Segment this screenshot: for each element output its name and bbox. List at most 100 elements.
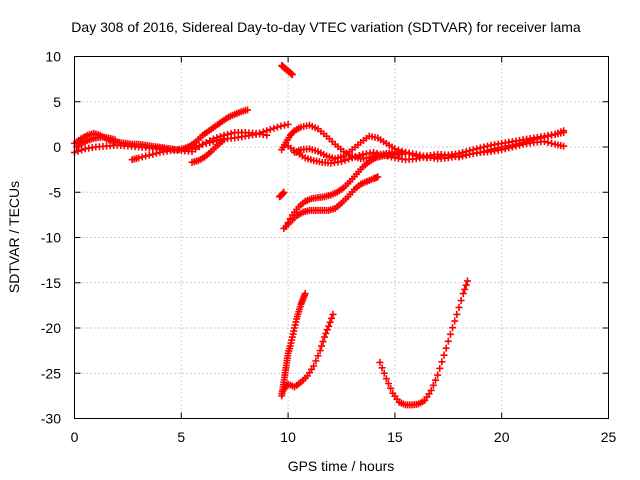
data-point <box>192 143 200 151</box>
data-point <box>374 173 382 181</box>
data-point <box>227 129 235 137</box>
data-point <box>341 156 349 164</box>
y-tick-label: -25 <box>41 365 61 381</box>
data-point <box>540 138 548 146</box>
y-tick-label: -30 <box>41 411 61 427</box>
data-point <box>216 132 224 140</box>
data-point <box>314 352 322 360</box>
data-point <box>326 318 334 326</box>
x-axis-label: GPS time / hours <box>288 458 395 474</box>
data-point <box>560 142 568 150</box>
data-point <box>152 149 160 157</box>
data-point <box>457 297 465 305</box>
x-tick-label: 5 <box>177 429 185 445</box>
data-point <box>284 120 292 128</box>
data-point <box>462 281 470 289</box>
data-point <box>273 123 281 131</box>
data-point <box>512 142 520 150</box>
data-point <box>453 310 461 318</box>
data-point <box>280 188 288 196</box>
data-point <box>202 138 210 146</box>
data-point <box>442 344 450 352</box>
data-point <box>329 310 337 318</box>
data-point <box>325 322 333 330</box>
series-arc-13 <box>278 290 309 400</box>
data-point <box>438 358 446 366</box>
series-arc-3 <box>128 129 271 164</box>
data-point <box>431 376 439 384</box>
data-point <box>220 136 228 144</box>
data-point <box>455 303 463 311</box>
series-arc-4 <box>188 136 228 166</box>
y-tick-label: 0 <box>53 139 61 155</box>
data-point <box>348 154 356 162</box>
data-point <box>370 148 378 156</box>
data-series <box>71 62 568 409</box>
data-point <box>319 338 327 346</box>
data-point <box>288 71 296 79</box>
data-point <box>289 128 297 136</box>
data-point <box>459 290 467 298</box>
data-point <box>382 375 390 383</box>
data-point <box>498 146 506 154</box>
series-arc-8 <box>284 138 568 167</box>
data-point <box>323 326 331 334</box>
data-point <box>188 145 196 153</box>
series-arc-10 <box>280 173 382 232</box>
data-point <box>345 155 353 163</box>
data-point <box>440 351 448 359</box>
data-point <box>419 153 427 161</box>
data-point <box>355 151 363 159</box>
data-point <box>263 131 271 139</box>
data-point <box>464 277 472 285</box>
series-arc-12 <box>278 62 296 79</box>
data-point <box>451 317 459 325</box>
data-point <box>338 157 345 165</box>
data-point <box>387 384 395 392</box>
data-point <box>199 140 207 148</box>
data-point <box>455 153 463 161</box>
data-point <box>459 152 467 160</box>
data-point <box>224 130 232 138</box>
tick-labels: 0 5 10 15 20 25 -30 -25 -20 -15 -10 -5 0 5 10 <box>41 49 617 446</box>
data-point <box>501 145 509 153</box>
data-point <box>384 380 392 388</box>
data-point <box>436 364 444 372</box>
x-tick-label: 15 <box>387 429 403 445</box>
x-tick-label: 25 <box>601 429 617 445</box>
data-point <box>270 124 278 132</box>
data-point <box>516 141 523 149</box>
series-arc-15 <box>376 277 472 409</box>
data-point <box>277 122 285 130</box>
data-point <box>244 106 252 114</box>
data-point <box>111 136 119 144</box>
data-point <box>397 150 405 158</box>
data-point <box>301 290 309 298</box>
data-point <box>145 151 153 159</box>
chart-title: Day 308 of 2016, Sidereal Day-to-day VTE… <box>71 19 581 35</box>
series-arc-7 <box>291 129 568 163</box>
data-point <box>544 138 552 146</box>
data-point <box>352 153 360 161</box>
data-point <box>135 154 143 162</box>
data-point <box>78 146 86 154</box>
data-point <box>560 129 568 137</box>
y-axis-label: SDTVAR / TECUs <box>6 181 22 293</box>
series-arc-14 <box>280 310 337 394</box>
data-point <box>429 381 437 389</box>
data-point <box>449 324 457 332</box>
data-point <box>316 347 324 355</box>
data-point <box>402 148 410 156</box>
data-point <box>380 369 388 377</box>
data-point <box>281 121 289 129</box>
data-point <box>206 137 214 145</box>
data-point <box>416 154 424 162</box>
data-point <box>195 142 203 150</box>
data-point <box>318 342 326 350</box>
data-point <box>312 357 320 365</box>
data-point <box>376 358 384 366</box>
data-point <box>444 337 452 345</box>
plot-frame <box>74 56 609 419</box>
